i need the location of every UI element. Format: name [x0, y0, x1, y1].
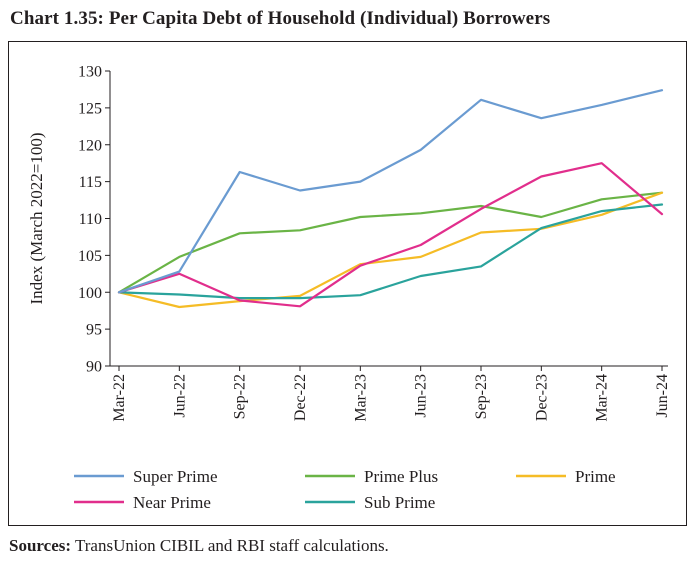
series-line-near-prime — [117, 162, 664, 308]
chart-frame — [8, 41, 687, 526]
chart-legend: Super Prime Prime Plus Prime Near Prime Sub … — [74, 467, 616, 512]
y-tick-label: 115 — [79, 174, 102, 191]
chart-axes: 90 95 100 105 110 115 120 125 130 Mar-22 Jun-22 Sep… — [27, 64, 671, 422]
x-tick-label: Sep-23 — [473, 374, 490, 419]
legend-label-prime-plus: Prime Plus — [364, 467, 438, 486]
x-tick-label: Dec-22 — [292, 374, 309, 421]
x-tick-label: Dec-23 — [533, 374, 550, 421]
legend-label-near-prime: Near Prime — [133, 493, 211, 512]
x-tick-label: Mar-23 — [352, 374, 369, 422]
source-text: TransUnion CIBIL and RBI staff calculati… — [74, 536, 389, 555]
chart-series — [117, 89, 664, 309]
y-tick-label: 120 — [78, 137, 102, 154]
y-tick-label: 105 — [78, 248, 102, 265]
x-tick-label: Mar-22 — [111, 374, 128, 422]
y-tick-label: 130 — [78, 64, 102, 81]
y-axis-label: Index (March 2022=100) — [27, 133, 46, 305]
x-tick-label: Jun-24 — [654, 374, 671, 418]
legend-label-prime: Prime — [575, 467, 616, 486]
y-tick-label: 110 — [79, 211, 102, 228]
y-tick-label: 100 — [78, 285, 102, 302]
x-tick-label: Mar-24 — [594, 374, 611, 422]
legend-label-super-prime: Super Prime — [133, 467, 218, 486]
x-tick-label: Jun-23 — [413, 374, 430, 418]
x-tick-label: Jun-22 — [171, 374, 188, 418]
series-line-prime — [117, 191, 664, 309]
y-tick-label: 125 — [78, 100, 102, 117]
source-note: Sources: TransUnion CIBIL and RBI staff … — [9, 536, 389, 556]
y-tick-label: 95 — [86, 322, 102, 339]
series-line-super-prime — [117, 89, 664, 294]
series-line-prime-plus — [117, 191, 664, 294]
chart-title: Chart 1.35: Per Capita Debt of Household… — [10, 8, 551, 29]
x-tick-label: Sep-22 — [232, 374, 249, 419]
y-tick-label: 90 — [86, 359, 102, 376]
legend-label-sub-prime: Sub Prime — [364, 493, 435, 512]
source-label: Sources: — [9, 536, 72, 555]
series-line-sub-prime — [117, 203, 664, 300]
